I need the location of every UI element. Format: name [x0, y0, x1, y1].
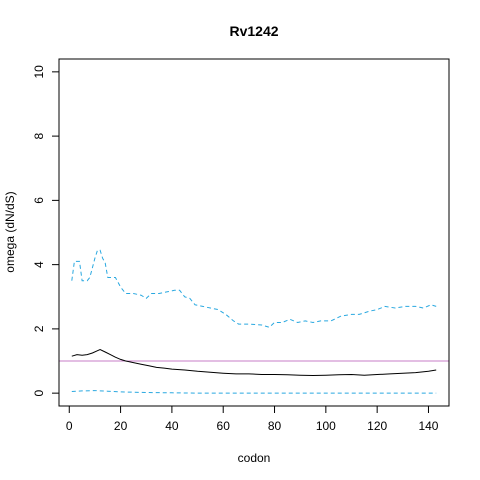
y-axis-label: omega (dN/dS) [3, 191, 17, 272]
plot-frame [58, 58, 450, 407]
x-axis-label: codon [238, 451, 271, 465]
x-tick-label: 120 [367, 419, 387, 433]
y-tick-label: 2 [32, 325, 46, 332]
y-tick-label: 10 [32, 65, 46, 79]
x-tick-label: 0 [66, 419, 73, 433]
y-tick-label: 4 [32, 261, 46, 268]
series-line-estimate [71, 348, 437, 377]
chart-title: Rv1242 [229, 23, 278, 39]
x-tick-label: 60 [217, 419, 231, 433]
y-tick-label: 6 [32, 197, 46, 204]
series-line-upper [71, 249, 437, 328]
x-tick-label: 40 [165, 419, 179, 433]
x-tick-label: 80 [268, 419, 282, 433]
plot-area [59, 249, 449, 394]
x-axis: 0 20 40 60 80 100 120 140 [66, 405, 439, 433]
y-axis: 0 2 4 6 8 10 [32, 65, 60, 396]
y-tick-label: 8 [32, 132, 46, 139]
y-tick-label: 0 [32, 389, 46, 396]
series-line-lower [71, 390, 437, 394]
x-tick-label: 20 [114, 419, 128, 433]
x-tick-label: 140 [418, 419, 438, 433]
x-tick-label: 100 [316, 419, 336, 433]
